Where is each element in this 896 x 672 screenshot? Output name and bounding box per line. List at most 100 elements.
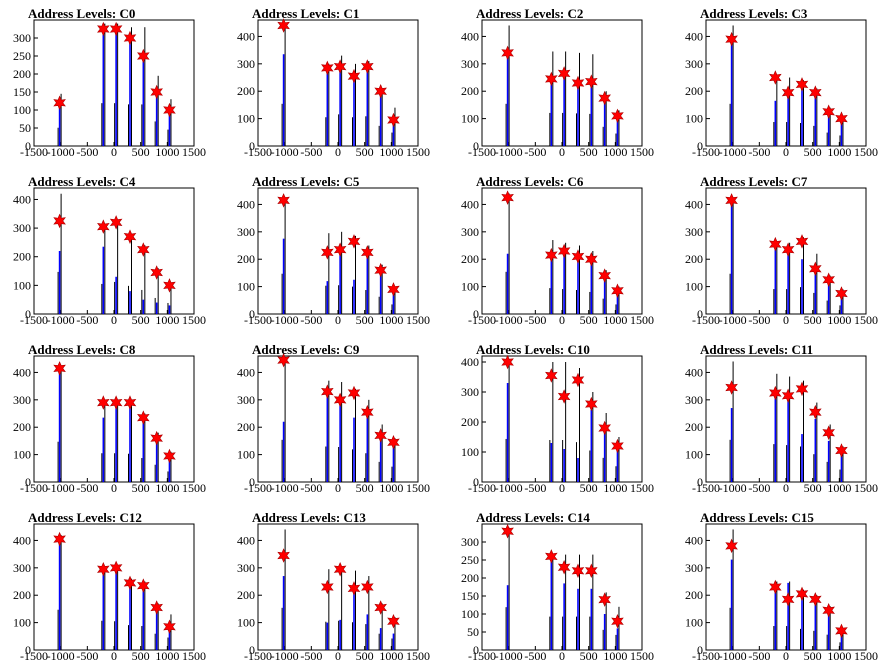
x-tick-label: 500 [356, 481, 374, 495]
peak-star-marker [361, 404, 374, 420]
x-tick-label: -500 [300, 481, 322, 495]
x-tick-label: 0 [111, 313, 117, 327]
x-tick-label: 1000 [603, 313, 627, 327]
peak-star-marker [321, 245, 334, 260]
y-tick-label: 100 [237, 280, 255, 294]
x-tick-label: 0 [335, 649, 341, 663]
peak-star-marker [123, 395, 137, 410]
peak-star-marker [557, 66, 571, 81]
x-tick-label: -1500 [692, 649, 720, 663]
y-tick-label: 100 [237, 616, 255, 630]
chart-svg-c7: 0 100 200 300 400 -1500-1000 -500 0 500 1000 1500 [685, 187, 878, 327]
peak-star-marker [361, 245, 374, 260]
chart-panel-c4: 0 100 200 300 400 -1500 -1000 -500 0 500 1000 1500 A… [0, 168, 224, 336]
peak-star-marker [835, 443, 848, 458]
peak-star-marker [769, 70, 782, 85]
x-tick-label: 0 [335, 313, 341, 327]
peak-star-marker [822, 603, 835, 618]
x-tick-label: 1500 [630, 145, 654, 159]
peak-star-marker [53, 361, 66, 376]
peak-star-marker [545, 549, 558, 564]
x-tick-label: -1500 [468, 481, 496, 495]
peak-star-marker [557, 389, 571, 404]
x-tick-label: 0 [335, 145, 341, 159]
x-tick-label: 1000 [155, 649, 179, 663]
x-tick-label: -500 [300, 649, 322, 663]
y-tick-label: 0 [473, 475, 479, 489]
y-tick-label: 200 [685, 84, 703, 98]
peak-star-marker [333, 59, 347, 74]
y-tick-label: 50 [19, 121, 31, 135]
y-tick-label: 300 [685, 561, 703, 575]
chart-svg-c8: 0 100 200 300 400 -1500-1000 -500 0 500 1000 1500 [13, 355, 206, 495]
x-tick-label: 500 [132, 649, 150, 663]
y-tick-label: 100 [461, 607, 479, 621]
x-tick-label: 1000 [603, 481, 627, 495]
y-tick-label: 100 [237, 112, 255, 126]
x-tick-label: 1000 [827, 145, 851, 159]
x-tick-label: 1500 [182, 145, 206, 159]
x-tick-label: -1000 [47, 313, 75, 327]
y-tick-label: 300 [13, 31, 31, 45]
peak-star-marker [809, 404, 822, 420]
peak-star-marker [123, 229, 137, 244]
x-tick-label: 0 [111, 649, 117, 663]
y-tick-label: 50 [467, 625, 479, 639]
peak-star-marker [809, 261, 822, 277]
y-tick-label: 300 [685, 225, 703, 239]
x-tick-label: -1000 [47, 481, 75, 495]
y-tick-label: 100 [237, 448, 255, 462]
peak-star-marker [769, 385, 782, 401]
peak-star-marker [109, 21, 123, 37]
y-tick-label: 100 [461, 280, 479, 294]
y-tick-label: 0 [473, 139, 479, 153]
x-tick-label: 500 [804, 145, 822, 159]
peak-star-marker [150, 600, 163, 615]
peak-star-marker [822, 425, 835, 440]
peak-star-marker [163, 619, 176, 634]
peak-star-marker [835, 623, 848, 639]
peak-star-marker [109, 395, 123, 410]
y-tick-label: 300 [461, 385, 479, 399]
peak-star-marker [163, 448, 176, 464]
peak-star-marker [598, 592, 611, 607]
x-tick-label: -500 [76, 481, 98, 495]
x-tick-label: -500 [524, 481, 546, 495]
peak-star-marker [725, 31, 738, 47]
x-tick-label: 1500 [854, 649, 878, 663]
chart-panel-c9: 0 100 200 300 400 -1500 -1000 -500 0 500 1000 1500 A… [224, 336, 448, 504]
x-tick-label: -1500 [244, 145, 272, 159]
peak-star-marker [571, 75, 585, 91]
x-tick-label: 1000 [827, 649, 851, 663]
y-tick-label: 400 [685, 29, 703, 43]
peak-star-marker [109, 215, 123, 230]
x-tick-label: -500 [76, 649, 98, 663]
peak-star-marker [387, 435, 400, 450]
chart-svg-c10: 0 100 200 300 400 -1500-1000 -500 0 500 1000 1500 [461, 354, 654, 495]
chart-svg-c2: 0 100 200 300 400 -1500-1000 -500 0 500 1000 1500 [461, 19, 654, 159]
peak-star-marker [501, 45, 514, 61]
peak-star-marker [795, 234, 809, 249]
peak-star-marker [611, 613, 624, 629]
x-tick-label: -1500 [20, 481, 48, 495]
peak-star-marker [333, 561, 347, 577]
y-tick-label: 100 [13, 448, 31, 462]
y-tick-label: 0 [249, 475, 255, 489]
peak-star-marker [387, 282, 400, 297]
peak-star-marker [598, 90, 611, 106]
x-tick-label: 500 [580, 481, 598, 495]
x-tick-label: -500 [748, 481, 770, 495]
peak-star-marker [545, 71, 558, 87]
y-tick-label: 0 [25, 139, 31, 153]
x-tick-label: 1500 [182, 313, 206, 327]
y-tick-label: 400 [237, 197, 255, 211]
x-tick-label: -1000 [271, 481, 299, 495]
chart-svg-c3: 0 100 200 300 400 -1500-1000 -500 0 500 1000 1500 [685, 19, 878, 159]
y-tick-label: 400 [685, 365, 703, 379]
peak-star-marker [97, 21, 110, 37]
x-tick-label: -500 [748, 649, 770, 663]
y-tick-label: 0 [697, 643, 703, 657]
peak-star-marker [123, 575, 137, 591]
x-tick-label: -500 [524, 145, 546, 159]
chart-panel-c5: 0 100 200 300 400 -1500 -1000 -500 0 500 1000 1500 A… [224, 168, 448, 336]
